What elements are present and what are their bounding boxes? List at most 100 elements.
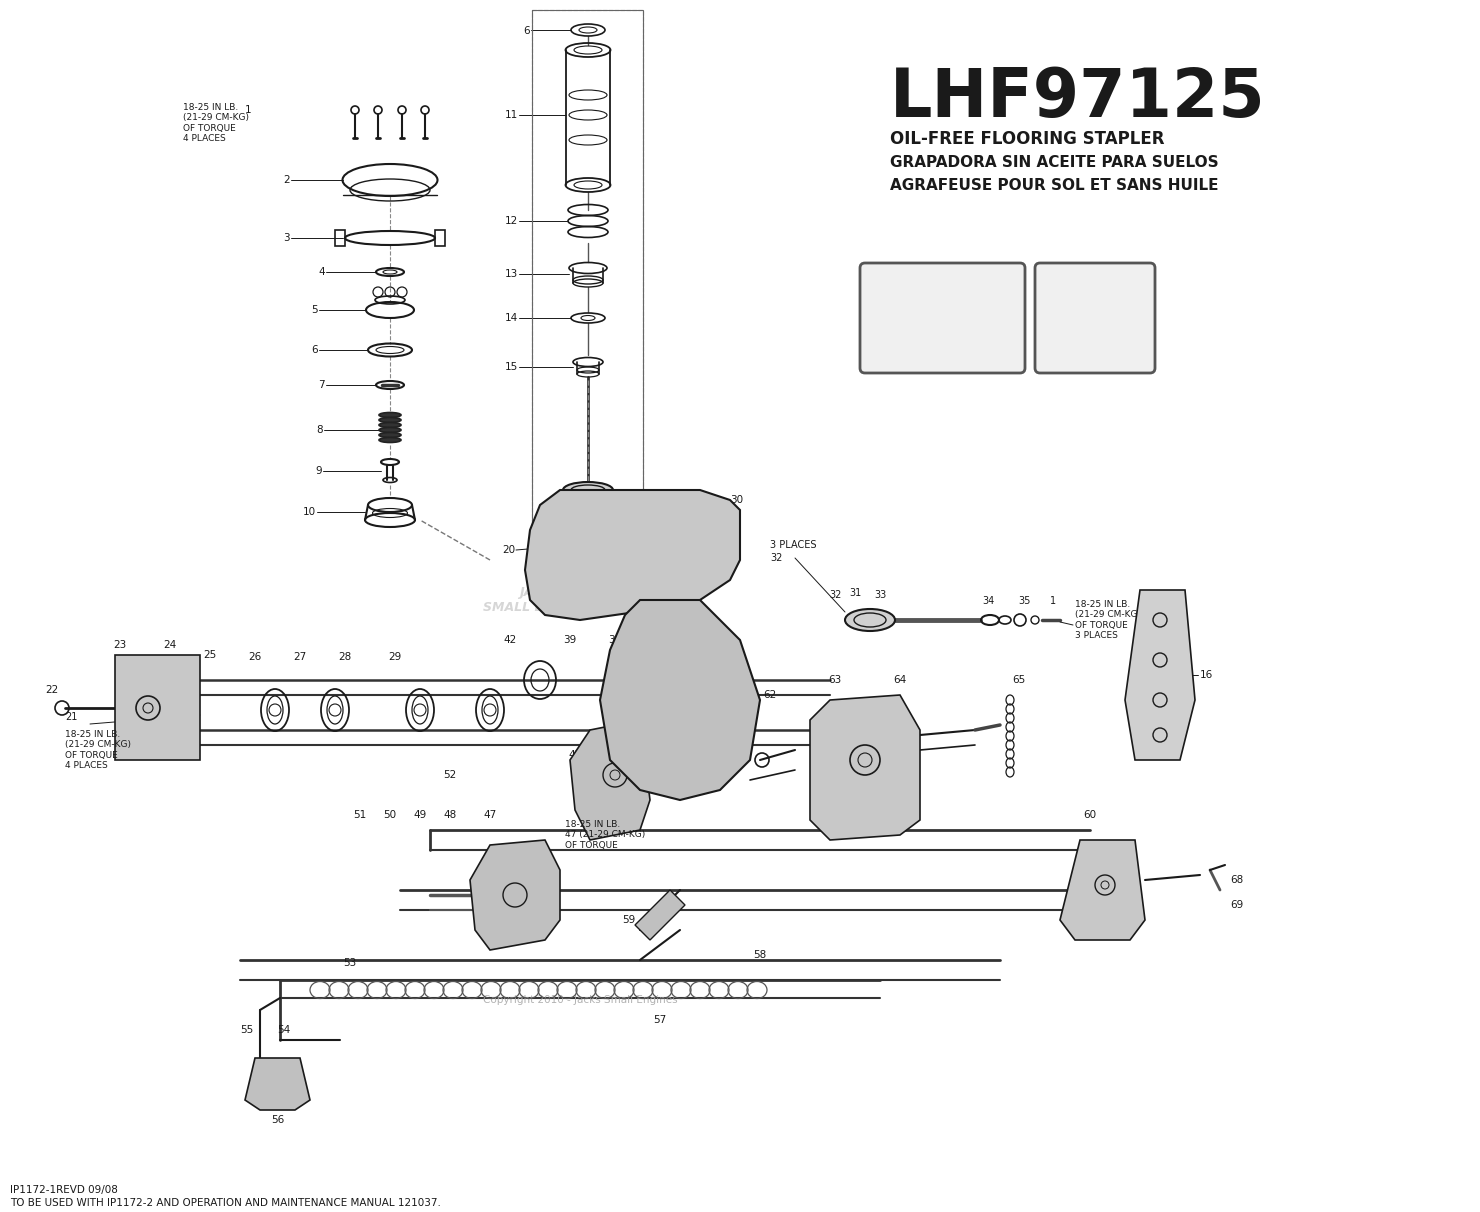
Text: 47: 47 [484, 810, 497, 821]
Text: 29: 29 [388, 652, 401, 662]
Text: 6: 6 [311, 345, 318, 355]
Text: 57: 57 [653, 1014, 666, 1025]
Text: 32: 32 [829, 590, 841, 600]
Text: 1: 1 [246, 105, 252, 115]
Text: 15: 15 [505, 362, 518, 372]
Text: 58: 58 [753, 950, 767, 960]
Text: 54: 54 [277, 1025, 290, 1035]
Text: 25: 25 [203, 650, 216, 661]
Bar [531, 10, 642, 568]
Text: 51: 51 [354, 810, 367, 821]
Text: 63: 63 [829, 675, 842, 685]
Ellipse shape [379, 438, 401, 442]
Text: BOSTITCH: BOSTITCH [678, 674, 696, 726]
Text: 32: 32 [770, 553, 783, 564]
Text: 55: 55 [240, 1025, 253, 1035]
Text: 24: 24 [163, 640, 176, 650]
Text: 59: 59 [622, 915, 635, 925]
Text: JACKS
SMALL ENGINES: JACKS SMALL ENGINES [484, 585, 596, 614]
Text: 5: 5 [311, 305, 318, 315]
Text: 1: 1 [1049, 596, 1057, 606]
Text: 50: 50 [383, 810, 397, 821]
Text: 16: 16 [1200, 670, 1214, 680]
Text: Copyright 2010 - Jacks Small Engines: Copyright 2010 - Jacks Small Engines [482, 995, 678, 1005]
Polygon shape [246, 1058, 309, 1110]
Text: 17: 17 [636, 490, 650, 501]
Text: 35: 35 [1018, 596, 1030, 606]
Text: 13: 13 [505, 269, 518, 279]
Text: 38: 38 [608, 635, 622, 645]
Text: 21: 21 [688, 650, 702, 661]
Polygon shape [810, 694, 921, 840]
Polygon shape [635, 890, 685, 941]
Text: 71: 71 [666, 498, 679, 508]
Text: GRAPADORA SIN ACEITE PARA SUELOS: GRAPADORA SIN ACEITE PARA SUELOS [889, 155, 1218, 170]
Text: 69: 69 [1230, 901, 1243, 910]
Text: 36: 36 [718, 650, 731, 661]
Text: 800: 800 [932, 280, 958, 293]
Polygon shape [471, 840, 559, 950]
Text: 33: 33 [873, 590, 887, 600]
Text: 45: 45 [589, 790, 602, 800]
Text: 60: 60 [1083, 810, 1097, 821]
Text: 44: 44 [608, 760, 622, 770]
Text: 19: 19 [543, 560, 556, 570]
Text: 10: 10 [303, 507, 317, 518]
Text: 64: 64 [894, 675, 907, 685]
Text: 52: 52 [444, 770, 457, 781]
Text: 18-25 IN LB.
(21-29 CM-KG)
OF TORQUE
4 PLACES: 18-25 IN LB. (21-29 CM-KG) OF TORQUE 4 P… [65, 730, 132, 770]
Text: 62: 62 [764, 690, 777, 701]
Text: 26: 26 [249, 652, 262, 662]
Text: 70: 70 [559, 543, 571, 553]
Polygon shape [570, 720, 650, 840]
Text: 68: 68 [1230, 875, 1243, 885]
Ellipse shape [379, 412, 401, 417]
Ellipse shape [379, 423, 401, 428]
Text: 2 PLACES: 2 PLACES [660, 668, 703, 678]
Ellipse shape [562, 482, 613, 498]
Text: 21: 21 [65, 711, 77, 722]
Text: OIL-FREE FLOORING STAPLER: OIL-FREE FLOORING STAPLER [889, 130, 1165, 148]
Text: 28: 28 [339, 652, 352, 662]
Polygon shape [1125, 590, 1194, 760]
Text: 53: 53 [343, 957, 357, 968]
Text: 3 PLACES: 3 PLACES [770, 541, 817, 550]
Text: 3: 3 [283, 233, 290, 242]
Text: 37: 37 [653, 635, 666, 645]
Text: 27: 27 [293, 652, 306, 662]
Text: 20: 20 [502, 545, 515, 555]
FancyBboxPatch shape [860, 263, 1026, 373]
Text: 18: 18 [586, 550, 599, 560]
Text: 11: 11 [505, 110, 518, 120]
Text: 9: 9 [315, 465, 323, 476]
Ellipse shape [379, 417, 401, 423]
Text: 4: 4 [318, 267, 326, 278]
Polygon shape [599, 600, 761, 800]
Text: 34: 34 [981, 596, 995, 606]
Text: 6: 6 [524, 25, 530, 36]
Text: 856: 856 [1083, 280, 1107, 293]
Text: 22: 22 [44, 685, 58, 694]
Text: 31: 31 [850, 588, 861, 598]
Text: 7: 7 [318, 381, 326, 390]
Text: 42: 42 [503, 635, 517, 645]
Ellipse shape [379, 433, 401, 438]
Polygon shape [115, 654, 200, 760]
Text: 18-25 IN LB.
(21-29 CM-KG)
OF TORQUE
4 PLACES: 18-25 IN LB. (21-29 CM-KG) OF TORQUE 4 P… [184, 103, 249, 143]
Text: 43: 43 [568, 750, 582, 760]
Text: TO BE USED WITH IP1172-2 AND OPERATION AND MAINTENANCE MANUAL 121037.: TO BE USED WITH IP1172-2 AND OPERATION A… [10, 1197, 441, 1208]
Ellipse shape [379, 428, 401, 433]
Text: 8: 8 [317, 425, 323, 435]
Ellipse shape [845, 608, 895, 631]
Text: 39: 39 [564, 635, 577, 645]
Text: 2: 2 [283, 175, 290, 185]
Text: 30: 30 [730, 494, 743, 505]
Text: 56: 56 [271, 1115, 284, 1125]
Text: LHF97125: LHF97125 [889, 65, 1265, 131]
Text: 65: 65 [1012, 675, 1026, 685]
Text: 23: 23 [114, 640, 127, 650]
Text: 12: 12 [505, 216, 518, 225]
Text: AGRAFEUSE POUR SOL ET SANS HUILE: AGRAFEUSE POUR SOL ET SANS HUILE [889, 178, 1218, 193]
Polygon shape [525, 490, 740, 621]
Text: IP1172-1REVD 09/08: IP1172-1REVD 09/08 [10, 1185, 118, 1195]
